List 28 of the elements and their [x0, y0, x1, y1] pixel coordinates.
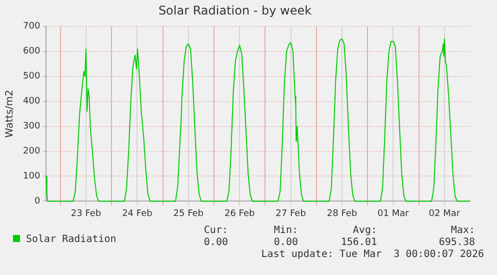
text: Avg:: [352, 225, 377, 236]
text: 0.00: [204, 237, 228, 248]
y-tick-label: 600: [22, 46, 40, 57]
x-tick-label: 25 Feb: [173, 208, 204, 219]
text: 156.01: [340, 237, 377, 248]
x-tick-label: 27 Feb: [276, 208, 306, 219]
legend-label: Solar Radiation: [25, 234, 116, 245]
y-tick-label: 200: [22, 146, 40, 157]
text: Last update: Tue Mar 3 00:00:07 2026: [261, 249, 484, 260]
text: Max:: [450, 225, 475, 236]
y-tick-label: 700: [22, 22, 40, 32]
y-tick-label: 500: [22, 72, 40, 82]
y-axis-title: Watts/m2: [4, 90, 16, 138]
y-tick-label: 0: [34, 196, 40, 207]
chart-title: Solar Radiation - by week: [158, 3, 312, 18]
text: 0.00: [274, 237, 298, 248]
x-tick-label: 01 Mar: [378, 208, 410, 219]
x-tick-label: 23 Feb: [70, 208, 102, 219]
y-tick-label: 100: [22, 172, 40, 182]
text: Min:: [274, 225, 298, 236]
y-tick-label: 300: [22, 122, 40, 132]
y-tick-label: 400: [22, 96, 40, 107]
x-tick-label: 02 Mar: [428, 208, 460, 219]
text: 695.38: [438, 237, 475, 248]
x-tick-label: 26 Feb: [224, 208, 256, 219]
text: Cur:: [204, 225, 228, 236]
x-tick-label: 28 Feb: [326, 208, 358, 219]
x-tick-label: 24 Feb: [122, 208, 153, 219]
